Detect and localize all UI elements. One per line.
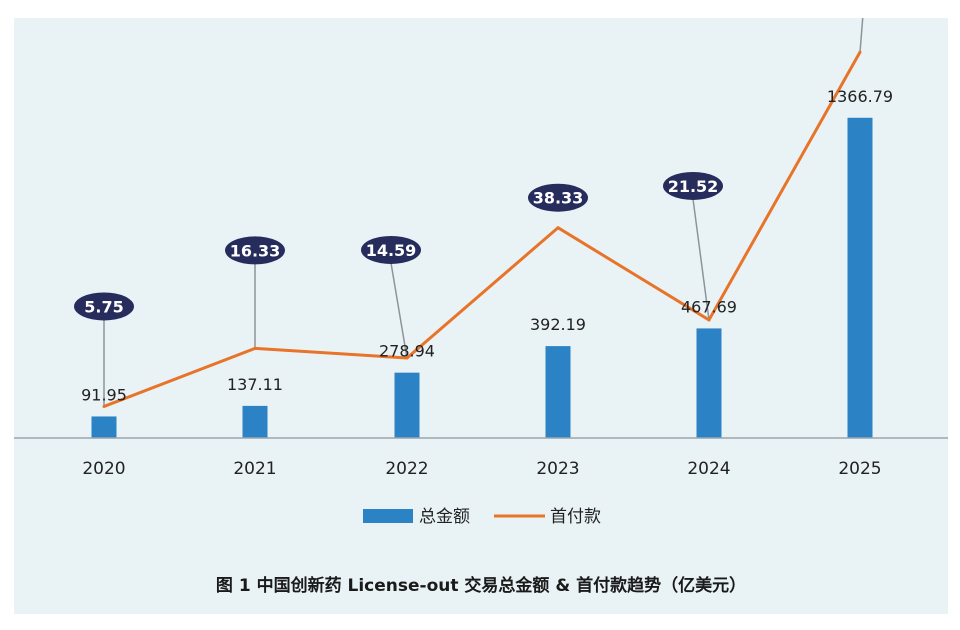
bar-label-2024: 467.69 xyxy=(681,297,737,316)
leader-line-2022 xyxy=(390,262,408,359)
bar-2021 xyxy=(242,405,268,438)
line-point-2022 xyxy=(405,356,409,360)
x-tick-label-2022: 2022 xyxy=(385,459,428,479)
legend: 总金额 首付款 xyxy=(363,507,601,527)
bar-label-2021: 137.11 xyxy=(227,375,283,394)
line-label-bubble-2021 xyxy=(225,236,285,265)
x-tick-label-2023: 2023 xyxy=(536,459,579,479)
line-label-2021: 16.33 xyxy=(230,241,281,260)
line-label-bubble-2022 xyxy=(361,235,421,264)
line-label-bubble-2020 xyxy=(74,292,134,321)
line-point-2024 xyxy=(707,318,711,322)
bar-2025 xyxy=(847,117,873,438)
legend-label-bar: 总金额 xyxy=(419,507,470,527)
bar-2023 xyxy=(545,346,571,438)
line-label-bubble-2023 xyxy=(528,183,588,212)
line-label-bubble-2024 xyxy=(663,171,723,200)
figure-caption: 图 1 中国创新药 License-out 交易总金额 & 首付款趋势（亿美元） xyxy=(215,576,747,596)
bar-2024 xyxy=(696,328,722,438)
line-label-2023: 38.33 xyxy=(533,189,584,208)
line-point-2025 xyxy=(858,50,862,54)
legend-label-line: 首付款 xyxy=(550,507,601,527)
x-tick-label-2024: 2024 xyxy=(687,459,730,479)
bar-2020 xyxy=(91,416,117,438)
series-line-首付款 xyxy=(103,51,862,408)
bar-label-2023: 392.19 xyxy=(530,315,586,334)
line-point-2023 xyxy=(556,226,560,230)
bar-2022 xyxy=(394,372,420,438)
leader-line-2024 xyxy=(692,198,710,321)
x-tick-label-2020: 2020 xyxy=(82,459,125,479)
line-label-2020: 5.75 xyxy=(84,297,123,316)
chart-svg: 91.95 137.11 278.94 392.19 467.69 1366.79 5.75… xyxy=(14,18,948,527)
x-tick-label-2025: 2025 xyxy=(838,459,881,479)
line-point-2020 xyxy=(102,404,106,408)
bar-label-2022: 278.94 xyxy=(379,342,435,361)
line-label-2022: 14.59 xyxy=(366,241,417,260)
x-tick-label-2021: 2021 xyxy=(233,459,276,479)
line-point-2021 xyxy=(253,346,257,350)
line-label-2024: 21.52 xyxy=(668,177,719,196)
bar-label-2025: 1366.79 xyxy=(827,87,893,106)
legend-swatch-bar xyxy=(363,509,413,523)
chart-figure: 91.95 137.11 278.94 392.19 467.69 1366.79 5.75… xyxy=(14,18,948,614)
leader-line-2025 xyxy=(859,18,864,53)
bar-label-2020: 91.95 xyxy=(81,385,127,404)
